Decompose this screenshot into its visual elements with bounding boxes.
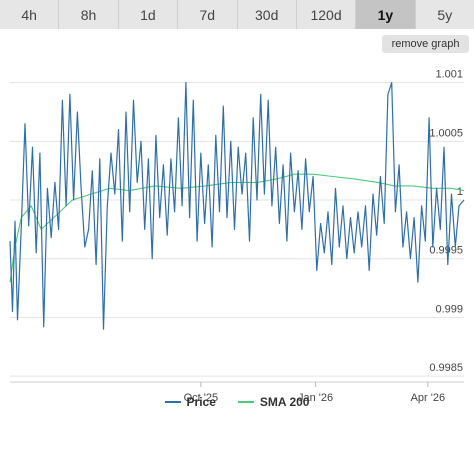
y-tick-label-4: 0.999	[435, 303, 463, 315]
legend-item-price[interactable]: Price	[164, 395, 216, 409]
legend-swatch-sma	[237, 401, 254, 403]
grid-lines	[10, 82, 464, 383]
remove-graph-button[interactable]: remove graph	[382, 35, 469, 53]
legend-item-sma[interactable]: SMA 200	[237, 395, 310, 409]
legend-label-sma: SMA 200	[259, 395, 310, 409]
y-tick-label-5: 0.9985	[429, 362, 463, 374]
y-tick-label-3: 0.9995	[429, 245, 463, 257]
y-axis-ticks: 1.001 1.0005 1 0.9995 0.999 0.9985	[429, 69, 463, 375]
tab-7d[interactable]: 7d	[178, 0, 238, 29]
x-tick-label-0: Oct '25	[184, 392, 219, 404]
tab-8h[interactable]: 8h	[59, 0, 119, 29]
tab-5y[interactable]: 5y	[415, 0, 474, 29]
x-tick-label-1: Jan '26	[298, 392, 333, 404]
x-axis-ticks: Oct '25 Jan '26 Apr '26	[184, 382, 446, 404]
x-tick-label-2: Apr '26	[411, 392, 446, 404]
series-lines	[9, 82, 465, 330]
legend-swatch-price	[164, 401, 181, 403]
sma-200-line	[9, 173, 465, 283]
y-tick-label-1: 1.0005	[429, 127, 463, 139]
legend: Price SMA 200	[0, 392, 474, 412]
price-line	[9, 82, 465, 330]
timeframe-tabs: 4h 8h 1d 7d 30d 120d 1y 5y	[0, 0, 474, 29]
legend-label-price: Price	[186, 395, 216, 409]
tab-4h[interactable]: 4h	[0, 0, 60, 29]
tab-1d[interactable]: 1d	[118, 0, 179, 29]
y-tick-label-2: 1	[457, 186, 463, 198]
y-tick-label-0: 1.001	[435, 69, 463, 81]
tab-1y[interactable]: 1y	[356, 0, 416, 29]
tab-120d[interactable]: 120d	[296, 0, 357, 29]
tab-30d[interactable]: 30d	[237, 0, 297, 29]
